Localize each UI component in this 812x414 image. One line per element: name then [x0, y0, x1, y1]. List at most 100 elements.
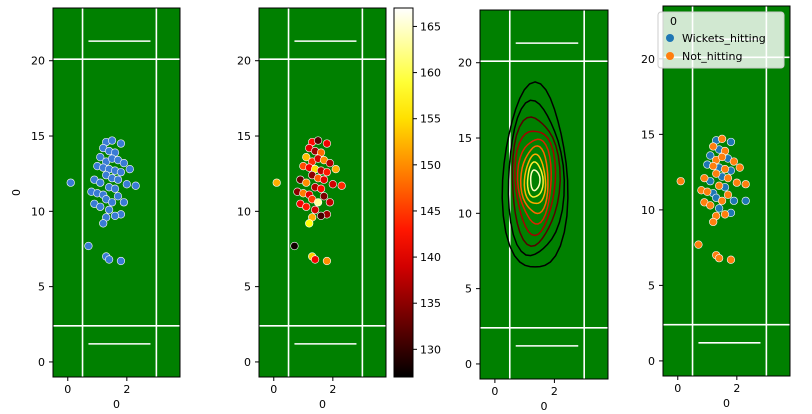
data-point — [290, 241, 299, 251]
y-tick-label: 15 — [641, 128, 655, 141]
y-tick-label: 20 — [458, 57, 472, 70]
data-point — [107, 136, 117, 145]
y-tick-label: 5 — [465, 283, 472, 296]
legend-marker — [666, 52, 674, 60]
data-point — [322, 256, 332, 266]
legend: 0 Wickets_hitting Not_hitting — [657, 11, 785, 69]
data-point — [322, 168, 332, 177]
kde-contour-level — [516, 138, 552, 225]
data-point — [305, 219, 314, 228]
data-point — [110, 211, 120, 220]
data-point — [331, 165, 340, 174]
data-point — [99, 219, 108, 228]
colorbar-tick-label: 130 — [420, 343, 441, 356]
data-point-not-hitting — [709, 142, 718, 151]
data-point-not-hitting — [735, 163, 744, 172]
data-point — [119, 159, 128, 168]
data-point-wickets-hitting — [726, 137, 736, 147]
data-point — [311, 205, 320, 214]
y-tick-label: 15 — [237, 130, 251, 143]
data-point — [272, 178, 281, 187]
colorbar-tick-label: 135 — [420, 297, 441, 310]
data-point — [116, 256, 126, 266]
data-point-not-hitting — [732, 178, 741, 187]
data-point-not-hitting — [700, 174, 709, 183]
y-tick-label: 20 — [641, 53, 655, 66]
data-point-not-hitting — [741, 180, 750, 189]
y-tick-label: 0 — [648, 355, 655, 368]
data-point — [131, 181, 140, 190]
colorbar-tick-label: 155 — [420, 113, 441, 126]
data-point-not-hitting — [694, 240, 703, 249]
data-point — [105, 255, 114, 264]
data-point — [322, 139, 332, 148]
y-tick-label: 0 — [465, 358, 472, 371]
y-tick-label: 5 — [244, 281, 251, 294]
kde-contour-level — [529, 169, 541, 192]
data-point-not-hitting — [706, 201, 715, 210]
kde-contour-level — [519, 145, 549, 215]
data-point-not-hitting — [726, 255, 736, 264]
y-tick-label: 20 — [237, 55, 251, 68]
data-point-not-hitting — [676, 177, 685, 186]
y-tick-label: 15 — [458, 132, 472, 145]
kde-contour-level — [507, 99, 566, 257]
data-point-wickets-hitting — [706, 151, 715, 160]
x-tick-label: 2 — [551, 385, 558, 398]
x-axis-label: 0 — [113, 398, 120, 411]
data-point — [113, 192, 123, 201]
y-tick-label: 0 — [38, 356, 45, 369]
x-tick-label: 0 — [491, 385, 498, 398]
data-point — [84, 241, 93, 251]
data-point — [313, 198, 323, 207]
data-point — [113, 175, 123, 184]
data-point — [337, 181, 346, 190]
colorbar-tick-label: 150 — [420, 159, 441, 172]
data-point — [110, 184, 120, 193]
x-tick-label: 2 — [123, 383, 130, 396]
legend-box — [657, 11, 785, 69]
data-point-not-hitting — [723, 174, 733, 183]
data-point — [96, 178, 105, 187]
x-axis-label: 0 — [541, 400, 548, 413]
x-tick-label: 2 — [329, 383, 336, 396]
data-point-not-hitting — [729, 157, 738, 166]
x-tick-label: 0 — [674, 382, 681, 395]
axes-frame — [662, 5, 791, 377]
kde-contour-level — [523, 153, 547, 205]
y-tick-label: 5 — [648, 279, 655, 292]
data-point — [302, 178, 311, 187]
x-axis-label: 0 — [319, 398, 326, 411]
legend-marker — [666, 34, 674, 42]
data-point — [119, 198, 128, 207]
legend-label: Wickets_hitting — [682, 32, 766, 45]
data-point-not-hitting — [723, 190, 733, 199]
data-point-wickets-hitting — [729, 196, 738, 205]
data-point — [66, 178, 75, 187]
data-point-not-hitting — [709, 217, 718, 227]
x-tick-label: 2 — [733, 382, 740, 395]
data-point — [319, 192, 329, 201]
axes-frame — [479, 9, 609, 380]
colorbar — [393, 7, 414, 378]
x-axis-label: 0 — [723, 397, 730, 410]
kde-contour-level — [501, 81, 569, 268]
data-point — [328, 180, 337, 189]
data-point — [105, 205, 114, 214]
colorbar-tick-label: 140 — [420, 251, 441, 264]
data-point — [116, 139, 126, 148]
data-point-not-hitting — [720, 210, 730, 219]
data-point — [302, 202, 311, 211]
y-tick-label: 5 — [38, 281, 45, 294]
y-tick-label: 10 — [237, 205, 251, 218]
colorbar-tick-label: 165 — [420, 20, 441, 33]
data-point-not-hitting — [720, 165, 730, 174]
y-axis-label: 0 — [10, 189, 23, 196]
y-tick-label: 10 — [31, 205, 45, 218]
axes-frame — [258, 7, 387, 378]
data-point — [96, 153, 105, 162]
colorbar-tick-label: 145 — [420, 205, 441, 218]
